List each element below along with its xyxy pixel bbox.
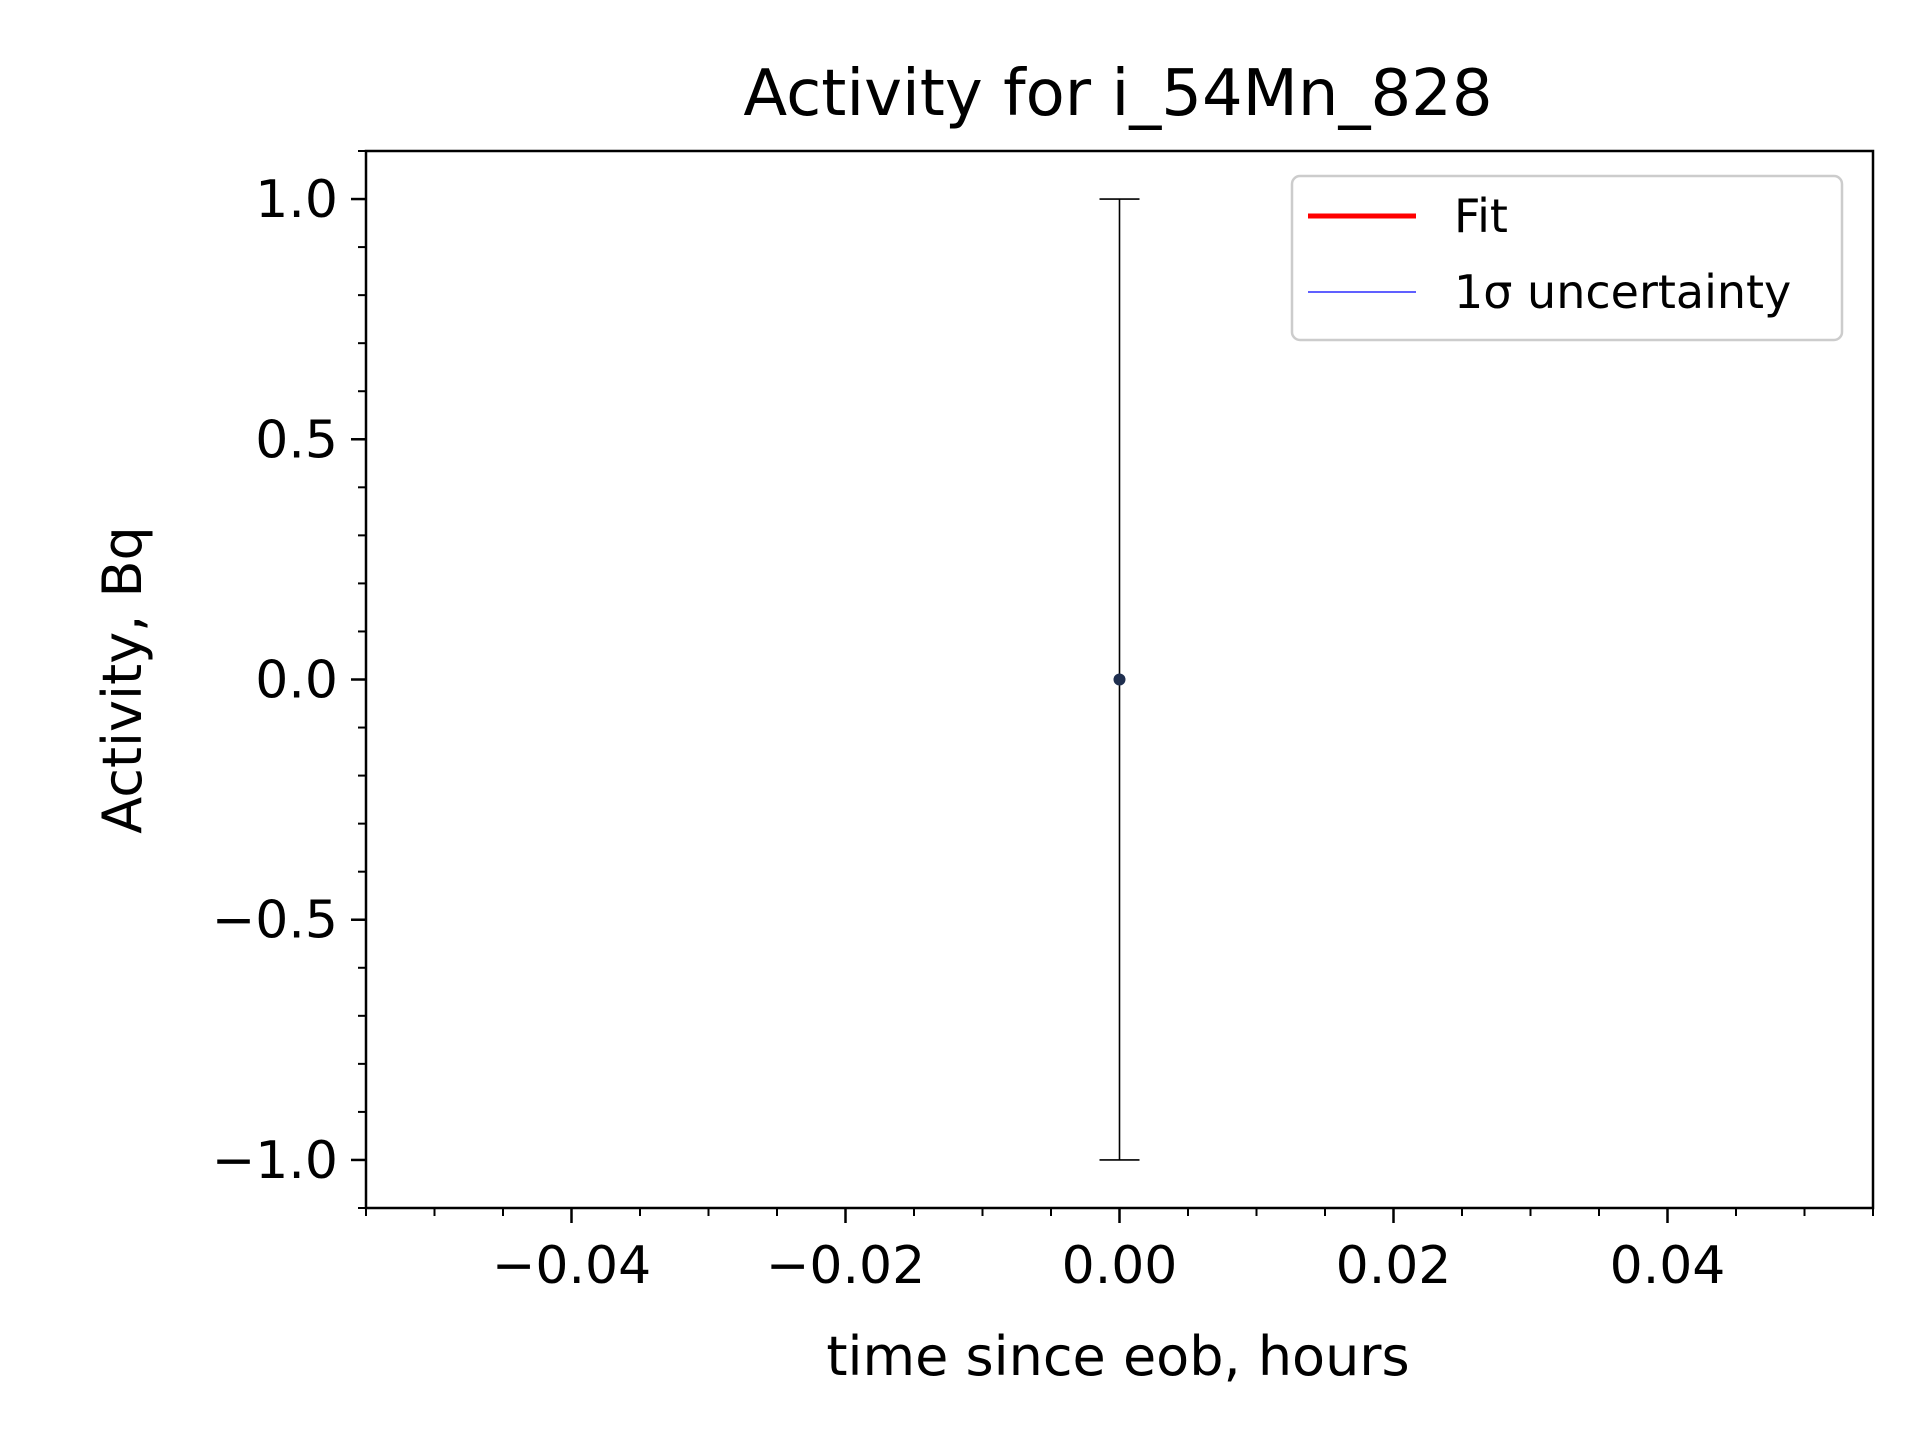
x-tick-label: −0.04 [492,1236,651,1296]
y-tick-label: −1.0 [212,1131,338,1191]
x-axis: −0.04 −0.02 0.00 0.02 0.04 [365,1208,1874,1296]
x-tick-label: 0.04 [1610,1236,1726,1296]
data-layer [1099,198,1140,1161]
y-tick-label: 1.0 [255,170,338,230]
legend-label: 1σ uncertainty [1454,265,1791,319]
y-axis-label: Activity, Bq [91,526,154,834]
x-tick-label: 0.00 [1062,1236,1178,1296]
y-tick-label: 0.0 [255,651,338,711]
data-point [1113,673,1126,686]
x-tick-label: 0.02 [1336,1236,1452,1296]
chart-title: Activity for i_54Mn_828 [743,57,1492,131]
legend-box [1290,174,1844,342]
y-tick-label: −0.5 [212,891,338,951]
legend: Fit 1σ uncertainty [1290,174,1844,342]
x-tick-label: −0.02 [766,1236,925,1296]
y-axis: −1.0 −0.5 0.0 0.5 1.0 [212,150,366,1209]
y-tick-label: 0.5 [255,410,338,470]
legend-label: Fit [1454,189,1508,243]
x-axis-label: time since eob, hours [826,1325,1409,1388]
